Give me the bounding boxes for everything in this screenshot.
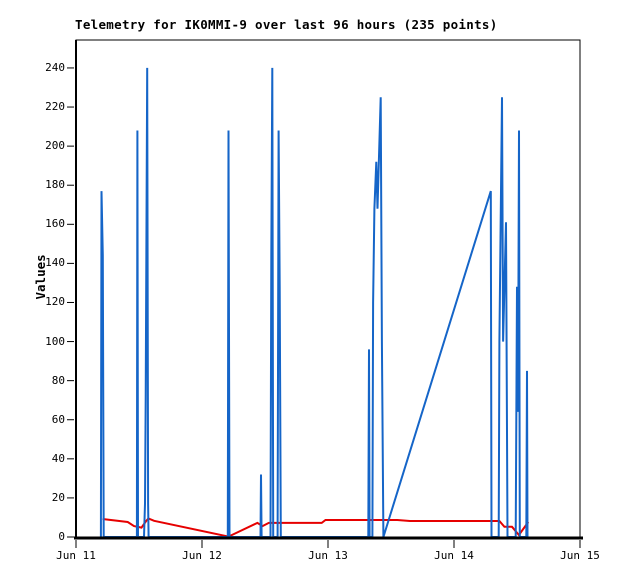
x-tick-label: Jun 12 — [182, 549, 222, 562]
x-tick-label: Jun 15 — [560, 549, 600, 562]
chart-title: Telemetry for IK0MMI-9 over last 96 hour… — [75, 17, 498, 32]
y-tick-label: 220 — [45, 100, 65, 114]
y-tick-label: 200 — [45, 139, 65, 153]
y-tick-label: 60 — [51, 412, 65, 426]
x-tick-label: Jun 11 — [56, 549, 96, 562]
y-tick-label: 180 — [45, 178, 65, 192]
x-tick-label: Jun 14 — [434, 549, 474, 562]
y-tick-label: 100 — [45, 334, 65, 348]
y-tick-label: 0 — [58, 530, 65, 543]
y-tick-label: 40 — [51, 451, 65, 465]
y-tick-label: 240 — [45, 60, 65, 74]
x-tick-label: Jun 13 — [308, 549, 348, 562]
y-tick-label: 140 — [45, 256, 65, 270]
axes-group — [67, 39, 583, 548]
y-tick-label: 160 — [45, 217, 65, 231]
y-tick-label: 120 — [45, 295, 65, 309]
series-line-telemetry-channel-blue — [99, 67, 529, 538]
series-group — [99, 67, 530, 538]
y-tick-label: 20 — [51, 490, 65, 504]
y-tick-label: 80 — [51, 373, 65, 387]
series-line-telemetry-channel-red — [102, 517, 530, 538]
